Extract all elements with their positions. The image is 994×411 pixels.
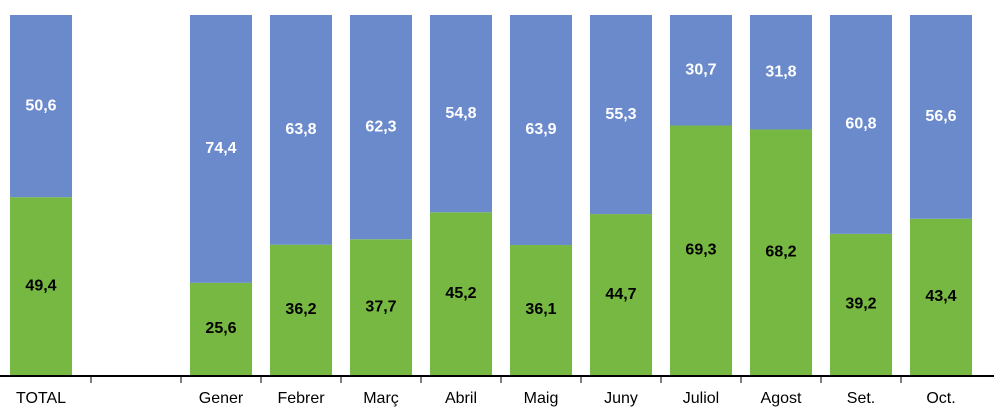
- value-label: 37,7: [365, 298, 396, 315]
- bar-segment: [270, 15, 332, 245]
- bar-segment: [590, 15, 652, 215]
- value-label: 55,3: [605, 106, 636, 123]
- x-tick-label: Juny: [604, 390, 638, 407]
- bar-segment: [830, 233, 892, 375]
- bar-segment: [430, 15, 492, 213]
- x-tick-label: Agost: [761, 390, 802, 407]
- value-label: 39,2: [845, 296, 876, 313]
- bar-segment: [350, 239, 412, 375]
- bar-segment: [190, 282, 252, 375]
- bar-segment: [190, 15, 252, 283]
- x-tick-label: Set.: [847, 390, 875, 407]
- bar-segment: [350, 15, 412, 240]
- value-label: 68,2: [765, 243, 796, 260]
- bar-segment: [750, 15, 812, 130]
- bar-segment: [10, 15, 72, 198]
- value-label: 44,7: [605, 286, 636, 303]
- bar-segment: [430, 212, 492, 375]
- value-label: 31,8: [765, 63, 796, 80]
- bar-segment: [10, 197, 72, 375]
- bar-segment: [670, 125, 732, 376]
- bar-segment: [910, 218, 972, 375]
- x-tick-label: Abril: [445, 390, 477, 407]
- bar-segment: [670, 15, 732, 126]
- x-tick-label: TOTAL: [16, 390, 66, 407]
- value-label: 60,8: [845, 116, 876, 133]
- bar-segment: [510, 245, 572, 375]
- value-label: 36,2: [285, 301, 316, 318]
- x-tick-label: Oct.: [926, 390, 955, 407]
- value-label: 43,4: [925, 288, 956, 305]
- x-tick-label: Juliol: [683, 390, 719, 407]
- bar-segment: [830, 15, 892, 234]
- value-label: 63,9: [525, 121, 556, 138]
- value-label: 50,6: [25, 97, 56, 114]
- bar-segment: [750, 129, 812, 375]
- value-label: 62,3: [365, 118, 396, 135]
- value-label: 63,8: [285, 121, 316, 138]
- value-label: 25,6: [205, 320, 236, 337]
- x-tick-label: Gener: [199, 390, 244, 407]
- bar-segment: [510, 15, 572, 246]
- value-label: 74,4: [205, 140, 236, 157]
- value-label: 36,1: [525, 301, 556, 318]
- value-label: 56,6: [925, 108, 956, 125]
- value-label: 54,8: [445, 105, 476, 122]
- value-label: 30,7: [685, 61, 716, 78]
- value-label: 49,4: [25, 277, 56, 294]
- x-tick-label: Maig: [524, 390, 559, 407]
- x-tick-label: Febrer: [277, 390, 325, 407]
- bar-segment: [910, 15, 972, 219]
- value-label: 69,3: [685, 241, 716, 258]
- bar-segment: [270, 244, 332, 375]
- x-tick-label: Març: [363, 390, 399, 407]
- value-label: 45,2: [445, 285, 476, 302]
- bar-segment: [590, 214, 652, 375]
